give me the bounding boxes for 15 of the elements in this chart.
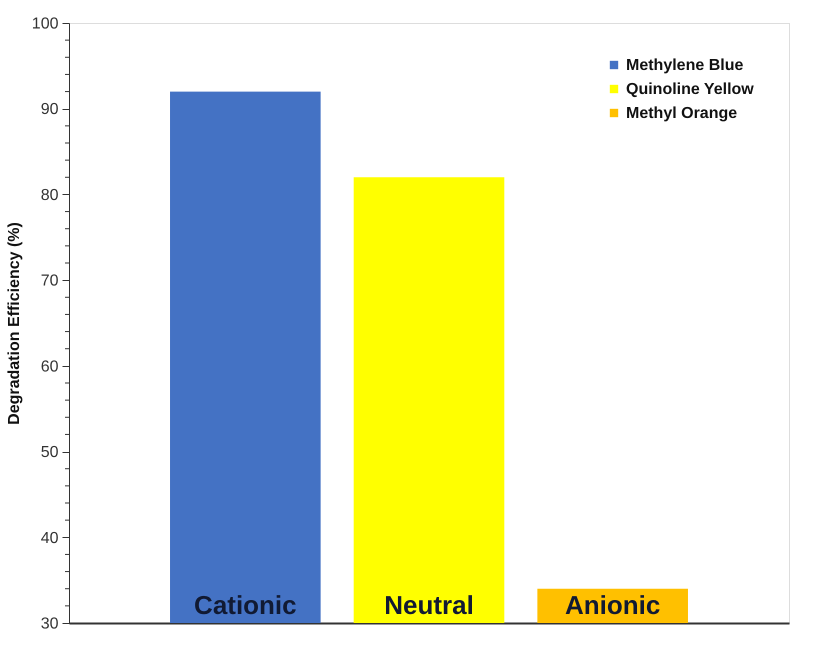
x-tick-label: Anionic bbox=[565, 590, 660, 620]
legend-label: Methyl Orange bbox=[626, 105, 738, 122]
y-tick-label: 40 bbox=[40, 530, 59, 547]
legend-label: Methylene Blue bbox=[626, 57, 744, 74]
x-tick-label: Cationic bbox=[194, 590, 297, 620]
y-tick-label: 90 bbox=[40, 101, 59, 118]
y-axis-title: Degradation Efficiency (%) bbox=[6, 222, 23, 425]
legend-label: Quinoline Yellow bbox=[626, 81, 754, 98]
y-tick-label: 60 bbox=[40, 358, 59, 376]
x-tick-label: Neutral bbox=[384, 590, 474, 620]
y-tick-label: 70 bbox=[40, 272, 59, 290]
y-tick-label: 100 bbox=[32, 16, 59, 32]
y-tick-label: 50 bbox=[40, 444, 59, 462]
y-tick-label: 30 bbox=[40, 616, 59, 632]
y-tick-label: 80 bbox=[40, 186, 59, 204]
